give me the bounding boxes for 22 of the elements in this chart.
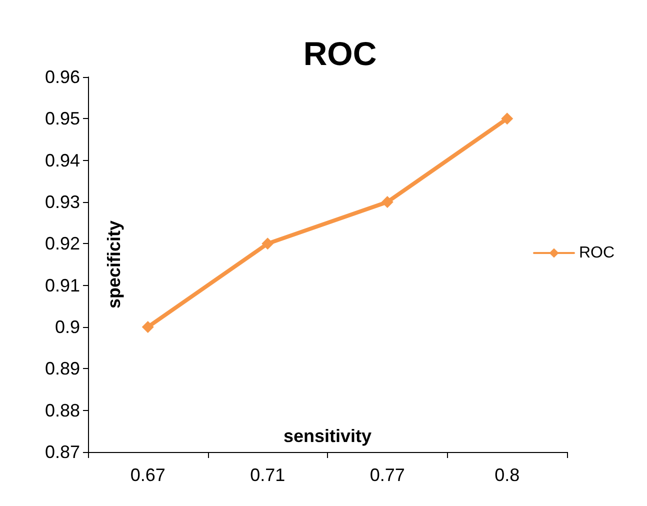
x-axis-title: sensitivity: [283, 426, 372, 446]
y-tick-label: 0.94: [44, 150, 80, 170]
y-tick-label: 0.96: [44, 67, 80, 87]
point: [501, 112, 514, 125]
chart-title: ROC: [303, 35, 377, 72]
x-tick-label: 0.8: [494, 465, 520, 485]
point: [142, 321, 154, 333]
x-tick-label: 0.71: [250, 465, 286, 485]
y-tick-label: 0.92: [44, 234, 80, 254]
y-tick-label: 0.88: [44, 400, 80, 420]
y-tick-label: 0.95: [44, 108, 80, 129]
x-tick-label: 0.67: [130, 465, 166, 485]
y-tick-label: 0.89: [44, 358, 80, 379]
y-tick-label: 0.9: [54, 317, 80, 337]
point: [381, 196, 394, 208]
y-tick-label: 0.93: [44, 192, 80, 212]
y-tick-label: 0.91: [44, 275, 80, 296]
point: [262, 238, 274, 250]
y-axis-title: specificity: [104, 220, 124, 309]
x-tick-label: 0.77: [370, 465, 405, 485]
y-tick-label: 0.87: [44, 442, 80, 462]
legend-label: ROC: [579, 244, 615, 262]
